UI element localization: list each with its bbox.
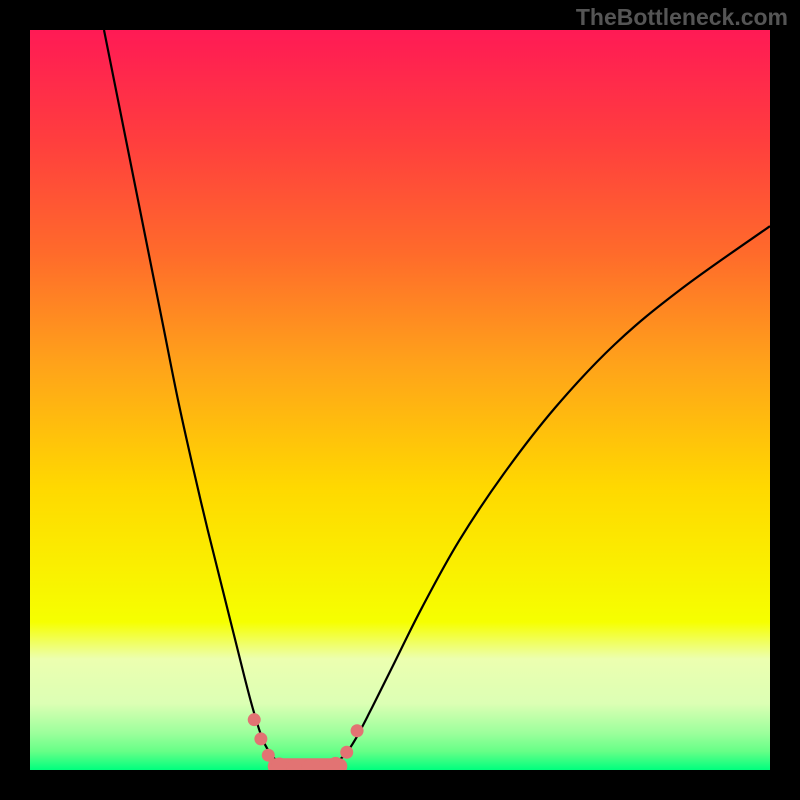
curve-layer bbox=[30, 30, 770, 770]
outer-frame: TheBottleneck.com bbox=[0, 0, 800, 800]
marker-1 bbox=[254, 732, 267, 745]
curve-left-branch bbox=[104, 30, 282, 764]
watermark-text: TheBottleneck.com bbox=[576, 4, 788, 31]
marker-0 bbox=[248, 713, 261, 726]
marker-8 bbox=[340, 746, 353, 759]
marker-2 bbox=[262, 749, 275, 762]
marker-9 bbox=[351, 724, 364, 737]
plot-area bbox=[30, 30, 770, 770]
curve-right-branch bbox=[333, 226, 770, 764]
